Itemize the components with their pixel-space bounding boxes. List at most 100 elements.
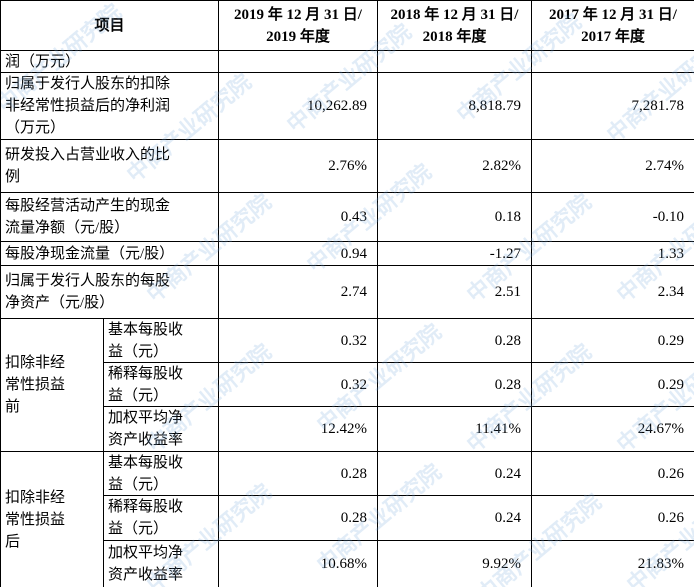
cell-text: 归属于发行人股东的扣除 [5, 76, 171, 92]
value-cell: -1.27 [378, 242, 532, 266]
value-cell: 10,262.89 [219, 73, 378, 140]
cell-text: 基本每股收 [108, 321, 184, 338]
row-label: 研发投入占营业收入的比例 [1, 140, 219, 193]
row-label: 每股经营活动产生的现金 流量净额（元/股） [1, 193, 219, 242]
value-cell: 0.26 [532, 496, 694, 541]
row-label: 加权平均净资产收益率 [104, 541, 219, 587]
cell-text: 资产收益率 [108, 567, 184, 583]
cell-text: 2.34 [657, 284, 684, 300]
cell-text: 0.26 [657, 465, 684, 482]
value-cell: 2.74 [219, 266, 378, 319]
row-label: 基本每股收益（元） [104, 452, 219, 496]
cell-text: 非经常性损益后的净利润 [5, 98, 171, 114]
cell-text: -1.27 [489, 245, 521, 262]
value-cell: 2.34 [532, 266, 694, 319]
cell-text: 例 [5, 169, 21, 185]
value-cell: -0.10 [532, 193, 694, 242]
cell-text: 10,262.89 [307, 98, 367, 114]
cell-text: 每股经营活动产生的现金 [5, 198, 171, 214]
group-label: 扣除非经 常性损益后 [1, 452, 104, 587]
value-cell: 0.32 [219, 319, 378, 363]
cell-text: 加权平均净 [108, 545, 184, 561]
value-cell: 0.94 [219, 242, 378, 266]
cell-text: 益（元） [108, 476, 169, 493]
value-cell: 2.74% [532, 140, 694, 193]
value-cell: 0.32 [219, 363, 378, 407]
header-column: 2018 年 12 月 31 日/2018 年度 [378, 1, 532, 51]
cell-text: 扣除非经 [5, 355, 66, 371]
cell-text: -0.10 [652, 209, 684, 225]
value-cell: 0.24 [378, 452, 532, 496]
cell-text: 稀释每股收 [108, 499, 184, 515]
cell-text: 7,281.78 [631, 98, 685, 114]
cell-text: 基本每股收 [108, 454, 184, 471]
row-label: 每股净现金流量（元/股） [1, 242, 219, 266]
value-cell: 1.33 [532, 242, 694, 266]
row-label: 归属于发行人股东的扣除 非经常性损益后的净利润 （万元） [1, 73, 219, 140]
cell-text: 11.41% [475, 421, 521, 437]
cell-text: 项目 [94, 17, 125, 34]
value-cell: 0.28 [219, 496, 378, 541]
value-cell: 0.24 [378, 496, 532, 541]
cell-text: 研发投入占营业收入的比 [5, 147, 171, 163]
cell-text: 0.32 [340, 332, 367, 349]
cell-text: 常性损益 [5, 511, 66, 528]
value-cell: 12.42% [219, 407, 378, 452]
value-cell: 0.28 [219, 452, 378, 496]
cell-text: 0.26 [657, 510, 684, 526]
cell-text: 0.94 [340, 245, 367, 262]
cell-text: 净资产（元/股） [5, 295, 115, 311]
cell-text: 0.28 [340, 465, 367, 482]
cell-text: 0.18 [494, 209, 521, 225]
row-label: 润（万元） [1, 51, 219, 73]
cell-text: 0.43 [340, 209, 367, 225]
cell-text: 24.67% [637, 421, 684, 437]
cell-text: 8,818.79 [468, 98, 522, 114]
value-cell: 11.41% [378, 407, 532, 452]
cell-text: 1.33 [657, 245, 684, 262]
value-cell: 2.82% [378, 140, 532, 193]
cell-text: 稀释每股收 [108, 365, 184, 382]
cell-text: 2019 年 12 月 31 日/ [234, 6, 362, 23]
cell-text: 21.83% [637, 556, 684, 572]
cell-text: 每股净现金流量（元/股） [5, 245, 175, 262]
cell-text: 加权平均净 [108, 410, 184, 426]
group-label: 扣除非经 常性损益前 [1, 319, 104, 452]
value-cell: 0.43 [219, 193, 378, 242]
row-label: 加权平均净 资产收益率 [104, 407, 219, 452]
cell-text: 前 [5, 399, 21, 415]
cell-text: 益（元） [108, 521, 169, 537]
cell-text: 益（元） [108, 387, 169, 404]
cell-text: 2018 年 12 月 31 日/ [390, 6, 519, 23]
cell-text: 0.28 [340, 510, 367, 526]
cell-text: 12.42% [320, 421, 367, 437]
header-item: 项目 [1, 1, 219, 51]
row-label: 稀释每股收益（元） [104, 496, 219, 541]
cell-text: 流量净额（元/股） [5, 220, 130, 236]
value-cell: 0.29 [532, 319, 694, 363]
value-cell [378, 51, 532, 73]
row-label: 归属于发行人股东的每股 净资产（元/股） [1, 266, 219, 319]
cell-text: 2017 年 12 月 31 日/ [549, 6, 677, 23]
cell-text: 0.28 [494, 376, 521, 393]
header-column: 2019 年 12 月 31 日/2019 年度 [219, 1, 378, 51]
cell-text: 2017 年度 [581, 28, 645, 45]
cell-text: 2019 年度 [266, 28, 330, 45]
value-cell [219, 51, 378, 73]
cell-text: 2.51 [494, 284, 521, 300]
cell-text: 2.82% [482, 158, 521, 174]
value-cell: 0.28 [378, 319, 532, 363]
value-cell: 10.68% [219, 541, 378, 587]
value-cell: 0.26 [532, 452, 694, 496]
cell-text: 2.74% [645, 158, 684, 174]
cell-text: 0.24 [494, 510, 521, 526]
value-cell: 7,281.78 [532, 73, 694, 140]
cell-text: 2018 年度 [422, 28, 487, 45]
value-cell: 21.83% [532, 541, 694, 587]
value-cell [532, 51, 694, 73]
cell-text: 归属于发行人股东的每股 [5, 273, 171, 289]
cell-text: 2.74 [340, 284, 367, 300]
cell-text: 0.28 [494, 332, 521, 349]
cell-text: 扣除非经 [5, 489, 66, 506]
